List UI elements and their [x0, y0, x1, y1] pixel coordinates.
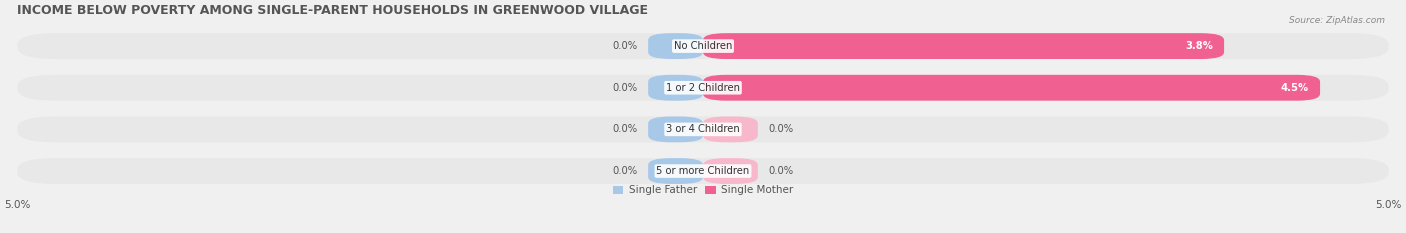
Text: INCOME BELOW POVERTY AMONG SINGLE-PARENT HOUSEHOLDS IN GREENWOOD VILLAGE: INCOME BELOW POVERTY AMONG SINGLE-PARENT… [17, 4, 648, 17]
Text: Source: ZipAtlas.com: Source: ZipAtlas.com [1289, 16, 1385, 25]
FancyBboxPatch shape [17, 75, 1389, 101]
Legend: Single Father, Single Mother: Single Father, Single Mother [609, 181, 797, 199]
FancyBboxPatch shape [703, 75, 1320, 101]
Text: 1 or 2 Children: 1 or 2 Children [666, 83, 740, 93]
Text: 0.0%: 0.0% [612, 124, 637, 134]
FancyBboxPatch shape [703, 33, 1225, 59]
FancyBboxPatch shape [17, 116, 1389, 142]
FancyBboxPatch shape [703, 116, 758, 142]
FancyBboxPatch shape [17, 158, 1389, 184]
FancyBboxPatch shape [648, 158, 703, 184]
Text: 3.8%: 3.8% [1185, 41, 1213, 51]
Text: No Children: No Children [673, 41, 733, 51]
Text: 3 or 4 Children: 3 or 4 Children [666, 124, 740, 134]
Text: 0.0%: 0.0% [769, 166, 794, 176]
FancyBboxPatch shape [17, 33, 1389, 59]
FancyBboxPatch shape [648, 33, 703, 59]
Text: 5 or more Children: 5 or more Children [657, 166, 749, 176]
FancyBboxPatch shape [648, 116, 703, 142]
Text: 4.5%: 4.5% [1281, 83, 1309, 93]
FancyBboxPatch shape [703, 158, 758, 184]
Text: 0.0%: 0.0% [612, 41, 637, 51]
FancyBboxPatch shape [648, 75, 703, 101]
Text: 0.0%: 0.0% [769, 124, 794, 134]
Text: 0.0%: 0.0% [612, 83, 637, 93]
Text: 0.0%: 0.0% [612, 166, 637, 176]
